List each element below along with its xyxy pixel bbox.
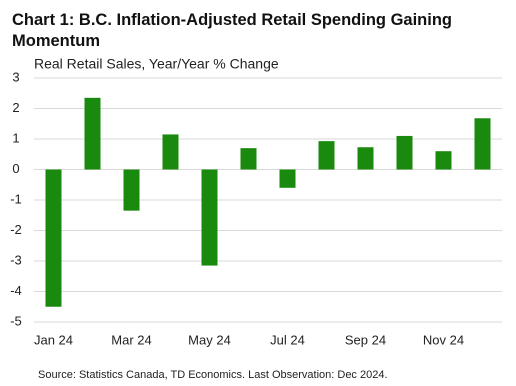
bar	[123, 169, 140, 211]
y-tick-label: -2	[10, 222, 22, 237]
bar	[474, 118, 491, 170]
y-tick-label: -1	[10, 191, 22, 206]
bar	[240, 148, 257, 170]
bar	[162, 134, 179, 170]
x-tick-label: Jul 24	[270, 332, 305, 347]
bar	[201, 169, 218, 266]
bar	[84, 97, 101, 170]
x-tick-label: Jan 24	[34, 332, 73, 347]
source-note: Source: Statistics Canada, TD Economics.…	[38, 369, 388, 381]
chart-subtitle: Real Retail Sales, Year/Year % Change	[34, 56, 279, 72]
chart-title: Chart 1: B.C. Inflation-Adjusted Retail …	[12, 11, 453, 50]
y-tick-label: -5	[10, 313, 22, 328]
y-tick-label: 3	[12, 69, 19, 84]
y-tick-label: 0	[12, 161, 19, 176]
x-tick-label: Nov 24	[423, 332, 464, 347]
y-tick-label: -4	[10, 283, 22, 298]
x-tick-label: Mar 24	[111, 332, 151, 347]
bar	[279, 169, 296, 188]
bar	[357, 147, 374, 170]
bar	[45, 169, 62, 307]
y-tick-label: 2	[12, 100, 19, 115]
x-tick-label: May 24	[188, 332, 231, 347]
bar	[318, 141, 335, 170]
bar	[435, 151, 452, 170]
y-tick-label: 1	[12, 130, 19, 145]
x-tick-label: Sep 24	[345, 332, 386, 347]
bar	[396, 135, 413, 170]
y-tick-label: -3	[10, 252, 22, 267]
